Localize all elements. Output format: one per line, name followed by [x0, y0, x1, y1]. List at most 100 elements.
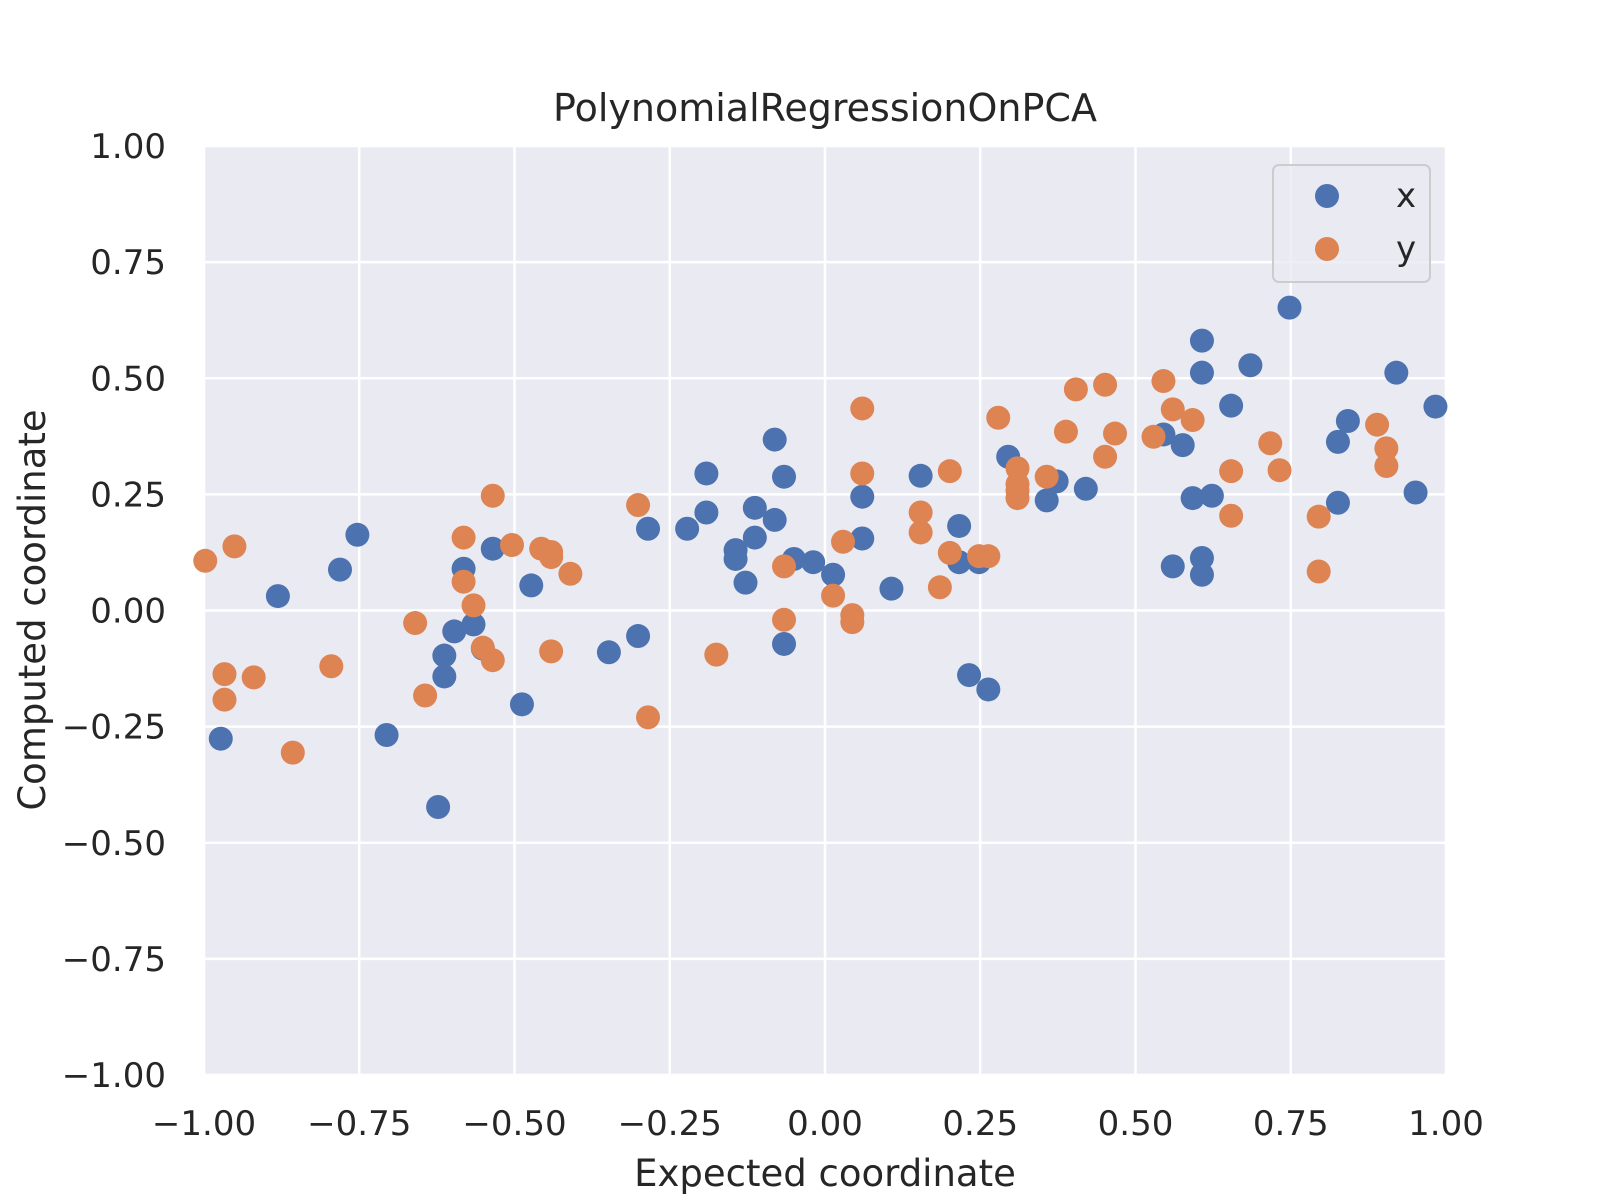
point-x [1160, 554, 1185, 579]
point-y [451, 569, 476, 594]
point-y [413, 683, 438, 708]
point-y [1053, 419, 1078, 444]
point-x [723, 546, 748, 571]
point-y [1005, 486, 1030, 511]
point-x [461, 612, 486, 637]
point-x [1189, 328, 1214, 353]
point-x [1034, 488, 1059, 513]
point-x [947, 513, 972, 538]
point-x [432, 664, 457, 689]
point-x [509, 692, 534, 717]
point-x [442, 619, 467, 644]
point-x [1189, 546, 1214, 571]
point-x [1335, 408, 1360, 433]
point-x [762, 427, 787, 452]
point-x [675, 516, 700, 541]
point-y [1160, 397, 1185, 422]
point-x [1073, 476, 1098, 501]
legend-marker-y [1315, 237, 1339, 261]
y-tick-label: 0.50 [90, 359, 166, 399]
series-y [193, 369, 1399, 765]
point-y [1151, 369, 1176, 394]
point-x [1325, 429, 1350, 454]
point-x [742, 525, 767, 550]
point-y [976, 544, 1001, 569]
point-x [1325, 490, 1350, 515]
x-tick-label: 0.75 [1253, 1104, 1329, 1144]
point-y [937, 540, 962, 565]
x-tick-label: −0.50 [462, 1104, 566, 1144]
point-y [319, 654, 344, 679]
point-y [908, 500, 933, 525]
point-x [596, 640, 621, 665]
point-y [1034, 464, 1059, 489]
point-x [1189, 360, 1214, 385]
point-y [704, 642, 729, 667]
y-tick-label: −0.75 [62, 940, 166, 980]
point-y [850, 461, 875, 486]
point-y [850, 396, 875, 421]
point-y [1306, 504, 1331, 529]
legend-box [1272, 164, 1431, 283]
y-tick-labels: −1.00 −0.75 −0.50 −0.25 0.00 0.25 0.50 0.75 1.00 [62, 127, 166, 1096]
point-x [772, 631, 797, 656]
x-tick-label: 1.00 [1408, 1104, 1484, 1144]
point-y [1141, 424, 1166, 449]
y-tick-label: −0.50 [62, 824, 166, 864]
point-x [1384, 360, 1409, 385]
point-x [850, 484, 875, 509]
legend-label-x: x [1396, 176, 1416, 216]
point-y [1063, 377, 1088, 402]
point-x [1170, 433, 1195, 458]
point-x [850, 526, 875, 551]
point-y [241, 665, 266, 690]
y-tick-label: 0.00 [90, 592, 166, 632]
chart-title: PolynomialRegressionOnPCA [553, 86, 1097, 130]
point-y [451, 525, 476, 550]
point-y [558, 561, 583, 586]
point-y [927, 575, 952, 600]
point-y [1219, 503, 1244, 528]
point-x [821, 562, 846, 587]
point-y [1374, 454, 1399, 479]
point-y [626, 493, 651, 518]
point-y [636, 705, 661, 730]
point-x [1189, 562, 1214, 587]
point-x [327, 557, 352, 582]
point-y [1374, 436, 1399, 461]
point-y [212, 662, 237, 687]
series-x [208, 295, 1448, 819]
point-x [265, 584, 290, 609]
point-y [403, 611, 428, 636]
point-x [879, 576, 904, 601]
point-y [840, 610, 865, 635]
y-tick-label: −0.25 [62, 708, 166, 748]
y-tick-label: 0.25 [90, 475, 166, 515]
point-y [821, 583, 846, 608]
data-points [193, 295, 1448, 819]
point-y [539, 639, 564, 664]
point-x [480, 536, 505, 561]
point-x [742, 495, 767, 520]
point-x [908, 463, 933, 488]
point-y [1267, 458, 1292, 483]
y-tick-label: −1.00 [62, 1056, 166, 1096]
point-x [733, 570, 758, 595]
point-y [461, 593, 486, 618]
point-x [208, 726, 233, 751]
point-y [1093, 444, 1118, 469]
point-y [1093, 372, 1118, 397]
legend: x y [1272, 164, 1431, 283]
point-x [801, 550, 826, 575]
point-x [1277, 295, 1302, 320]
point-x [374, 722, 399, 747]
point-x [1219, 393, 1244, 418]
point-y [500, 533, 525, 558]
point-y [1365, 412, 1390, 437]
y-tick-label: 1.00 [90, 127, 166, 167]
point-y [480, 483, 505, 508]
point-x [976, 677, 1001, 702]
point-y [212, 687, 237, 712]
point-x [957, 663, 982, 688]
